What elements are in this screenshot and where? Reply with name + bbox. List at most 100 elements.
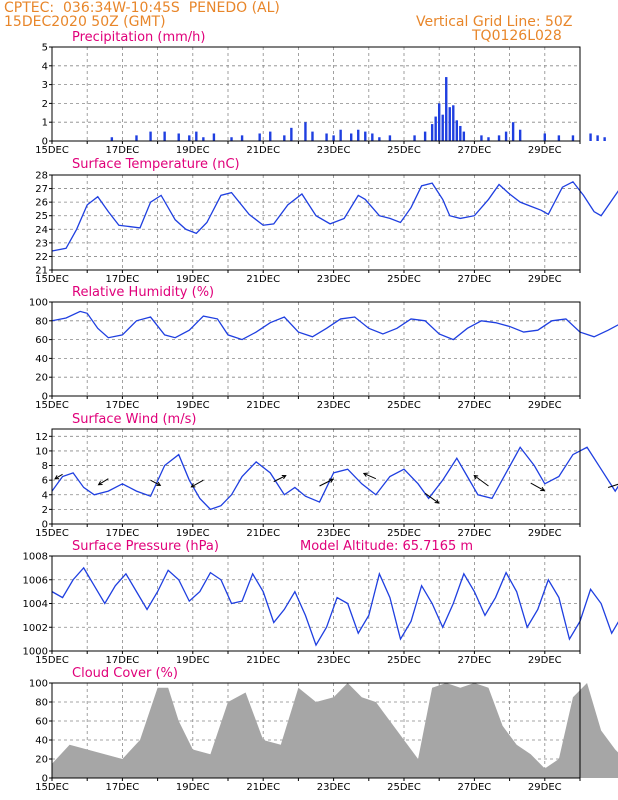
wind-vector-head	[473, 474, 479, 480]
precip-bar	[177, 133, 180, 141]
panel-precip: 0 1 2 3 4 5 15DEC 17DEC 19DEC 21DEC 23DEC 25DEC 27DE…	[35, 30, 606, 156]
wind-vector	[319, 478, 334, 487]
temp-line	[51, 180, 618, 252]
y-tick-label: 25	[35, 211, 48, 222]
precip-bar	[388, 135, 392, 141]
precip-bar	[462, 131, 466, 141]
panel-frame	[51, 428, 581, 525]
x-tick-label: 17DEC	[106, 782, 140, 793]
wind-vector	[150, 479, 161, 486]
x-tick-label: 19DEC	[176, 655, 210, 666]
x-tick-label: 19DEC	[176, 528, 210, 539]
y-tick-label: 60	[35, 717, 48, 728]
y-tick-label: 20	[35, 373, 48, 384]
x-tick-label: 29DEC	[528, 655, 562, 666]
rh-line	[51, 310, 618, 341]
x-tick-label: 19DEC	[176, 782, 210, 793]
y-tick-label: 1002	[23, 623, 48, 634]
x-tick-label: 21DEC	[246, 400, 280, 411]
x-tick-label: 21DEC	[246, 655, 280, 666]
precip-bar	[504, 131, 508, 141]
y-tick-label: 20	[35, 755, 48, 766]
y-tick-label: 5	[42, 43, 48, 54]
precip-bar	[258, 133, 261, 141]
x-tick-label: 21DEC	[246, 274, 280, 285]
panel-frame	[51, 46, 581, 142]
y-tick-label: 8	[42, 461, 48, 472]
wind-vector-head	[362, 472, 368, 477]
precip-bar	[455, 120, 458, 141]
panel-title: Surface Temperature (nC)	[72, 157, 240, 172]
precip-bar	[110, 137, 114, 141]
x-tick-label: 15DEC	[35, 655, 69, 666]
precip-bar	[269, 131, 272, 141]
precip-bar	[434, 116, 437, 141]
x-tick-label: 29DEC	[528, 274, 562, 285]
panel-frame	[51, 301, 581, 397]
y-tick-label: 40	[35, 736, 48, 747]
x-tick-label: 15DEC	[35, 274, 69, 285]
precip-bar	[149, 131, 152, 141]
y-tick-label: 4	[42, 61, 48, 72]
cloud-area	[52, 683, 618, 778]
precip-bar	[603, 137, 606, 141]
header-run-date: 15DEC2020 50Z (GMT)	[4, 14, 166, 30]
y-tick-label: 0	[42, 137, 48, 148]
y-tick-label: 2	[42, 99, 48, 110]
y-tick-label: 3	[42, 80, 48, 91]
pres-line	[51, 566, 618, 647]
precip-bar	[423, 131, 427, 141]
precip-bar	[441, 114, 444, 141]
x-tick-label: 19DEC	[176, 400, 210, 411]
y-tick-label: 6	[42, 476, 48, 487]
y-tick-label: 100	[29, 679, 48, 690]
x-tick-label: 25DEC	[387, 655, 421, 666]
precip-bar	[364, 131, 367, 141]
wind-vector-head	[156, 481, 162, 486]
precip-bar	[589, 133, 592, 141]
y-tick-label: 1006	[23, 575, 48, 586]
x-tick-label: 21DEC	[246, 782, 280, 793]
y-tick-label: 23	[35, 238, 48, 249]
precip-bar	[557, 135, 561, 141]
y-tick-label: 28	[35, 171, 48, 182]
y-tick-label: 2	[42, 505, 48, 516]
x-tick-label: 23DEC	[317, 655, 351, 666]
wind-vector-head	[54, 475, 60, 480]
wind-vector	[473, 475, 489, 487]
wind-line	[51, 446, 618, 511]
model-altitude-label: Model Altitude: 65.7165 m	[300, 539, 473, 554]
panel-frame	[51, 174, 581, 271]
y-tick-label: 80	[35, 698, 48, 709]
panel-title: Surface Pressure (hPa)	[72, 539, 219, 554]
y-tick-label: 10	[35, 446, 48, 457]
precip-bar	[511, 122, 515, 141]
x-tick-label: 29DEC	[528, 528, 562, 539]
x-tick-label: 15DEC	[35, 145, 69, 156]
x-tick-label: 29DEC	[528, 782, 562, 793]
precip-bar	[378, 137, 381, 141]
panel-title: Relative Humidity (%)	[72, 285, 214, 300]
precip-bar	[163, 131, 166, 141]
x-tick-label: 27DEC	[458, 274, 492, 285]
precip-bar	[413, 135, 416, 141]
x-tick-label: 17DEC	[106, 400, 140, 411]
precip-bar	[448, 107, 451, 141]
x-tick-label: 25DEC	[387, 528, 421, 539]
x-tick-label: 15DEC	[35, 400, 69, 411]
panel-rh: 0 20 40 60 80 100 15DEC 17DEC 19DEC 21DEC 23DEC 25D…	[29, 285, 618, 411]
panel-frame	[51, 682, 581, 779]
precip-bar	[332, 135, 335, 141]
precip-bar	[350, 133, 353, 141]
x-tick-label: 23DEC	[317, 400, 351, 411]
x-tick-label: 17DEC	[106, 274, 140, 285]
precip-bar	[195, 131, 198, 141]
precip-bar	[339, 129, 342, 141]
x-tick-label: 17DEC	[106, 655, 140, 666]
precip-bar	[212, 133, 216, 141]
wind-vector-head	[97, 480, 103, 486]
wind-vector-head	[540, 486, 546, 492]
y-tick-label: 4	[42, 490, 48, 501]
x-tick-label: 27DEC	[458, 528, 492, 539]
precip-bar	[480, 135, 483, 141]
